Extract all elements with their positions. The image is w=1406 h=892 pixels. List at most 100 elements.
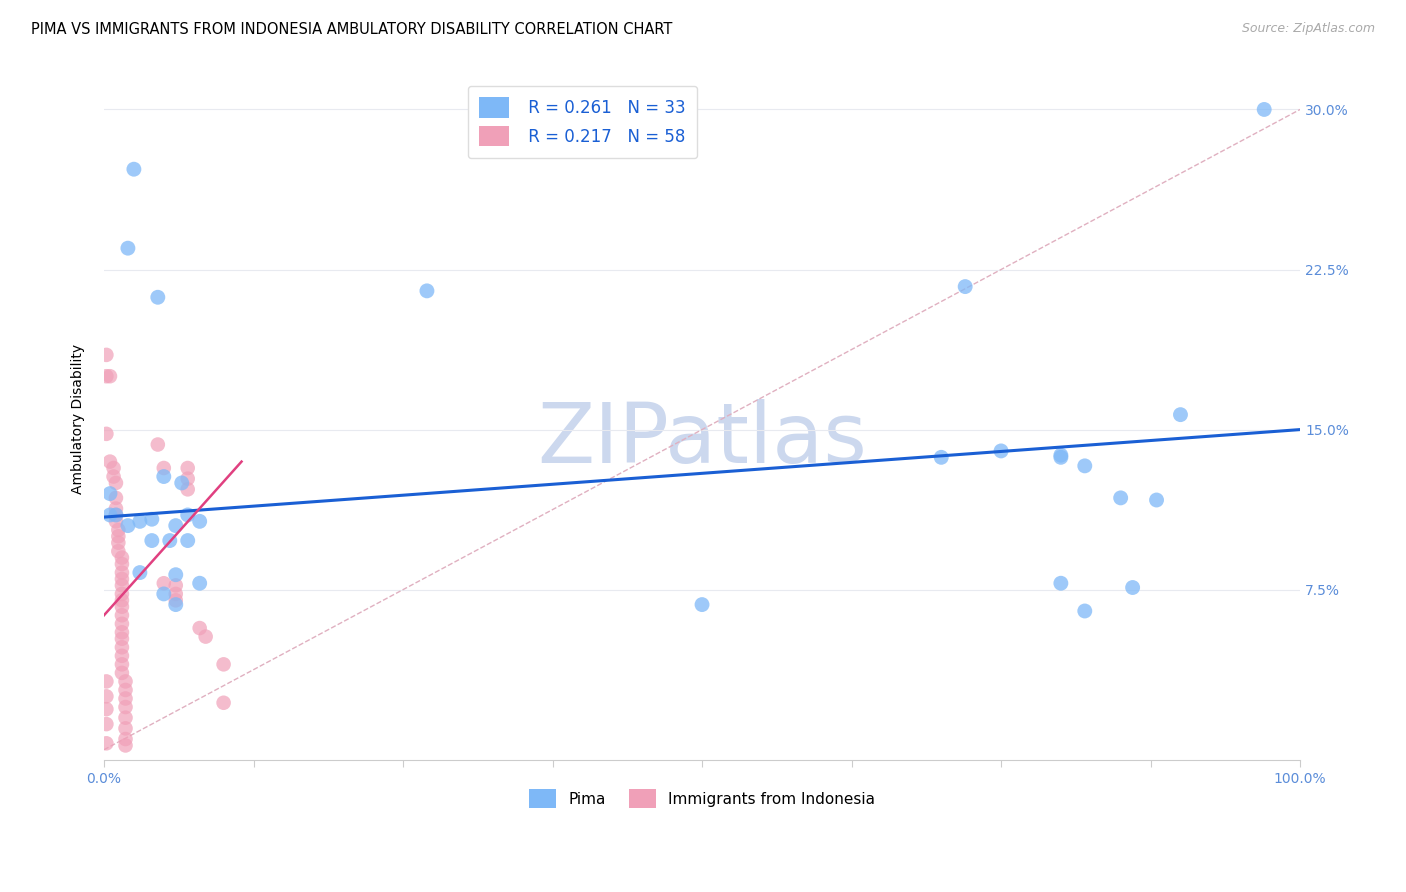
Point [212,696,235,710]
Point [114,682,136,697]
Point [188,514,211,528]
Point [165,578,187,592]
Point [152,587,174,601]
Point [107,544,129,558]
Point [177,472,200,486]
Point [111,557,134,571]
Point [104,508,127,522]
Point [111,578,134,592]
Point [111,632,134,646]
Point [141,533,163,548]
Point [96,348,118,362]
Point [1050,576,1073,591]
Point [111,616,134,631]
Point [1074,604,1097,618]
Point [194,630,217,644]
Point [117,518,139,533]
Point [165,593,187,607]
Point [165,518,187,533]
Point [146,290,169,304]
Point [1050,450,1073,465]
Point [96,736,118,750]
Point [104,491,127,505]
Point [128,566,150,580]
Point [111,657,134,672]
Point [188,621,211,635]
Point [103,469,125,483]
Legend: Pima, Immigrants from Indonesia: Pima, Immigrants from Indonesia [523,783,882,814]
Point [152,576,174,591]
Point [152,461,174,475]
Point [165,587,187,601]
Point [96,702,118,716]
Point [104,501,127,516]
Point [107,523,129,537]
Point [96,426,118,441]
Point [114,722,136,736]
Text: PIMA VS IMMIGRANTS FROM INDONESIA AMBULATORY DISABILITY CORRELATION CHART: PIMA VS IMMIGRANTS FROM INDONESIA AMBULA… [31,22,672,37]
Point [96,690,118,704]
Text: Source: ZipAtlas.com: Source: ZipAtlas.com [1241,22,1375,36]
Point [104,514,127,528]
Point [111,572,134,586]
Point [188,576,211,591]
Point [177,533,200,548]
Point [416,284,439,298]
Point [165,567,187,582]
Point [103,461,125,475]
Point [111,550,134,565]
Point [159,533,181,548]
Point [111,665,134,680]
Point [1253,103,1275,117]
Point [1170,408,1192,422]
Point [98,454,121,468]
Point [111,566,134,580]
Point [111,599,134,614]
Y-axis label: Ambulatory Disability: Ambulatory Disability [72,343,86,494]
Point [104,508,127,522]
Point [98,486,121,500]
Point [690,598,713,612]
Point [1050,448,1073,462]
Point [177,508,200,522]
Point [96,674,118,689]
Point [111,640,134,655]
Point [117,241,139,255]
Point [1122,581,1144,595]
Point [165,598,187,612]
Point [114,711,136,725]
Text: ZIPatlas: ZIPatlas [537,399,868,480]
Point [990,444,1012,458]
Point [111,625,134,640]
Point [929,450,952,465]
Point [98,508,121,522]
Point [114,691,136,706]
Point [177,483,200,497]
Point [111,648,134,663]
Point [152,469,174,483]
Point [1109,491,1132,505]
Point [128,514,150,528]
Point [96,369,118,384]
Point [114,732,136,747]
Point [212,657,235,672]
Point [111,593,134,607]
Point [98,369,121,384]
Point [111,608,134,623]
Point [1074,458,1097,473]
Point [104,475,127,490]
Point [114,674,136,689]
Point [111,587,134,601]
Point [146,437,169,451]
Point [107,529,129,543]
Point [170,475,193,490]
Point [107,535,129,549]
Point [96,717,118,731]
Point [1146,493,1168,508]
Point [114,700,136,714]
Point [953,279,976,293]
Point [177,461,200,475]
Point [114,739,136,753]
Point [141,512,163,526]
Point [122,162,145,177]
